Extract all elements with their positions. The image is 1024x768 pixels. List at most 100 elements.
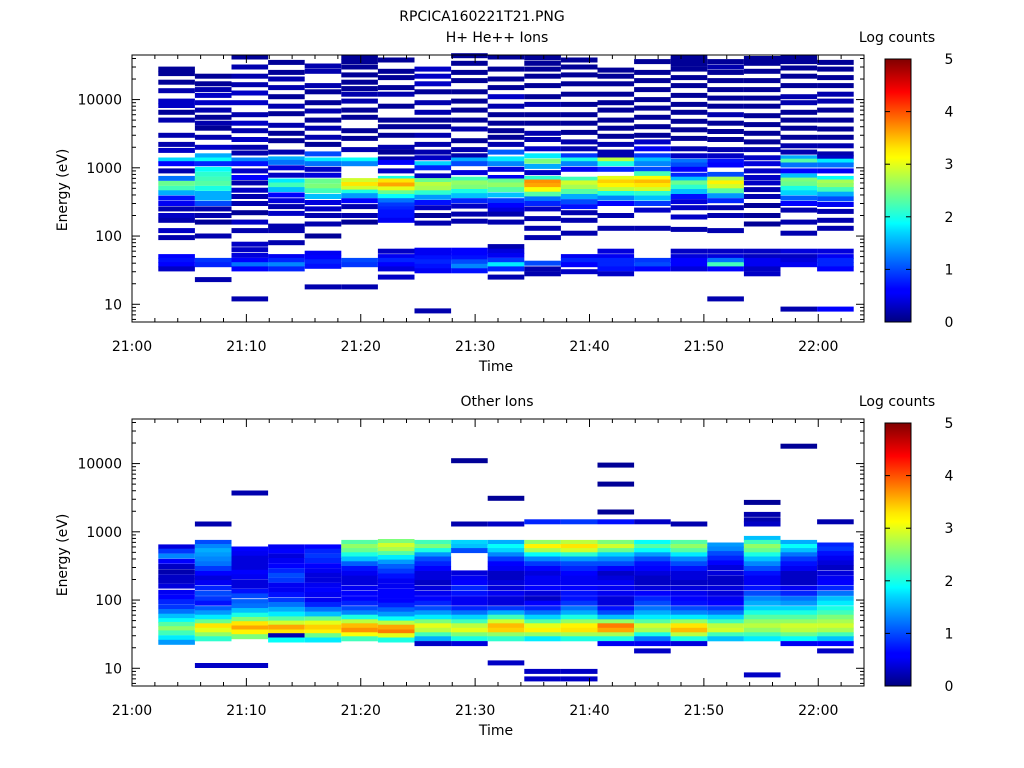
heatmap-cell bbox=[487, 248, 525, 254]
heatmap-cell bbox=[158, 613, 195, 619]
heatmap-cell bbox=[634, 191, 671, 196]
heatmap-cell bbox=[524, 561, 561, 567]
heatmap-cell bbox=[414, 132, 452, 138]
heatmap-cell bbox=[817, 254, 854, 260]
heatmap-cell bbox=[377, 156, 415, 162]
heatmap-cell bbox=[670, 632, 708, 638]
heatmap-cell bbox=[707, 580, 744, 586]
heatmap-cell bbox=[597, 141, 635, 147]
x-tick-label: 22:00 bbox=[798, 339, 838, 355]
heatmap-cell bbox=[341, 575, 378, 581]
heatmap-cell bbox=[634, 636, 671, 642]
heatmap-cell bbox=[670, 127, 708, 133]
heatmap-cell bbox=[634, 606, 671, 612]
colorbar-tick-label: 3 bbox=[945, 521, 954, 537]
heatmap-cell bbox=[231, 599, 269, 605]
heatmap-cell bbox=[377, 159, 415, 165]
heatmap-cell bbox=[634, 600, 671, 606]
y-tick-label: 100 bbox=[95, 593, 122, 609]
heatmap-cell bbox=[268, 262, 305, 268]
heatmap-cell bbox=[524, 179, 561, 185]
heatmap-cell bbox=[231, 194, 269, 199]
heatmap-cell bbox=[780, 623, 818, 629]
heatmap-cell bbox=[194, 552, 232, 558]
heatmap-cell bbox=[377, 555, 415, 560]
heatmap-cell bbox=[780, 83, 818, 89]
heatmap-cell bbox=[377, 194, 415, 199]
heatmap-cell bbox=[560, 153, 598, 159]
heatmap-cell bbox=[377, 257, 415, 263]
heatmap-cell bbox=[707, 627, 744, 633]
heatmap-cell bbox=[341, 561, 378, 567]
heatmap-cell bbox=[377, 547, 415, 552]
heatmap-cell bbox=[817, 107, 854, 113]
heatmap-cell bbox=[268, 568, 305, 574]
heatmap-cell bbox=[487, 182, 525, 188]
heatmap-cell bbox=[341, 219, 378, 225]
heatmap-cell bbox=[597, 271, 635, 277]
heatmap-cell bbox=[268, 69, 305, 75]
heatmap-cell bbox=[780, 614, 818, 620]
heatmap-cell bbox=[560, 81, 598, 87]
heatmap-cell bbox=[634, 157, 671, 163]
heatmap-cell bbox=[158, 621, 195, 627]
heatmap-cell bbox=[670, 162, 708, 168]
heatmap-cell bbox=[414, 182, 452, 187]
heatmap-cell bbox=[414, 220, 452, 226]
heatmap-cell bbox=[341, 128, 378, 134]
heatmap-cell bbox=[231, 616, 269, 622]
heatmap-cell bbox=[231, 252, 269, 258]
heatmap-cell bbox=[268, 223, 305, 229]
heatmap-cell bbox=[451, 126, 488, 132]
heatmap-cell bbox=[268, 149, 305, 155]
heatmap-cell bbox=[743, 623, 781, 629]
heatmap-cell bbox=[304, 637, 342, 643]
heatmap-cell bbox=[597, 183, 635, 188]
heatmap-cell bbox=[194, 87, 232, 93]
heatmap-cell bbox=[780, 173, 818, 179]
heatmap-cell bbox=[597, 225, 635, 231]
heatmap-cell bbox=[341, 544, 378, 549]
heatmap-cell bbox=[780, 610, 818, 616]
x-tick-label: 21:20 bbox=[341, 703, 381, 719]
heatmap-cell bbox=[780, 109, 818, 115]
heatmap-cell bbox=[451, 157, 488, 163]
heatmap-cell bbox=[743, 266, 781, 272]
heatmap-cell bbox=[341, 619, 378, 625]
heatmap-cell bbox=[597, 623, 635, 629]
heatmap-cell bbox=[670, 214, 708, 220]
heatmap-cell bbox=[670, 561, 708, 567]
heatmap-cell bbox=[231, 266, 269, 272]
heatmap-cell bbox=[743, 672, 781, 678]
heatmap-cell bbox=[560, 269, 598, 275]
heatmap-cell bbox=[341, 157, 378, 163]
heatmap-cell bbox=[487, 623, 525, 629]
heatmap-cell bbox=[817, 75, 854, 81]
x-tick-label: 21:50 bbox=[684, 703, 724, 719]
heatmap-cell bbox=[597, 462, 635, 468]
heatmap-cell bbox=[414, 251, 452, 257]
heatmap-cell bbox=[194, 107, 232, 113]
heatmap-cell bbox=[341, 614, 378, 620]
heatmap-cell bbox=[670, 118, 708, 124]
heatmap-cell bbox=[670, 180, 708, 186]
heatmap-cell bbox=[304, 602, 342, 607]
heatmap-cell bbox=[341, 580, 378, 586]
heatmap-cell bbox=[487, 627, 525, 633]
heatmap-cell bbox=[158, 578, 195, 584]
heatmap-cell bbox=[158, 147, 195, 153]
heatmap-cell bbox=[451, 255, 488, 261]
heatmap-cell bbox=[597, 157, 635, 163]
panel-other-ions: Other Ions 21:00 21:10 21:20 21:30 21:40 21:5… bbox=[55, 394, 954, 739]
heatmap-cell bbox=[414, 117, 452, 123]
heatmap-cell bbox=[817, 636, 854, 642]
heatmap-cell bbox=[487, 632, 525, 638]
heatmap-cell bbox=[817, 151, 854, 157]
heatmap-cell bbox=[231, 490, 269, 496]
heatmap-cell bbox=[414, 556, 452, 562]
heatmap-cell bbox=[560, 544, 598, 549]
heatmap-cell bbox=[780, 575, 818, 581]
heatmap-cell bbox=[524, 580, 561, 586]
heatmap-cell bbox=[560, 632, 598, 638]
heatmap-cell bbox=[341, 585, 378, 591]
